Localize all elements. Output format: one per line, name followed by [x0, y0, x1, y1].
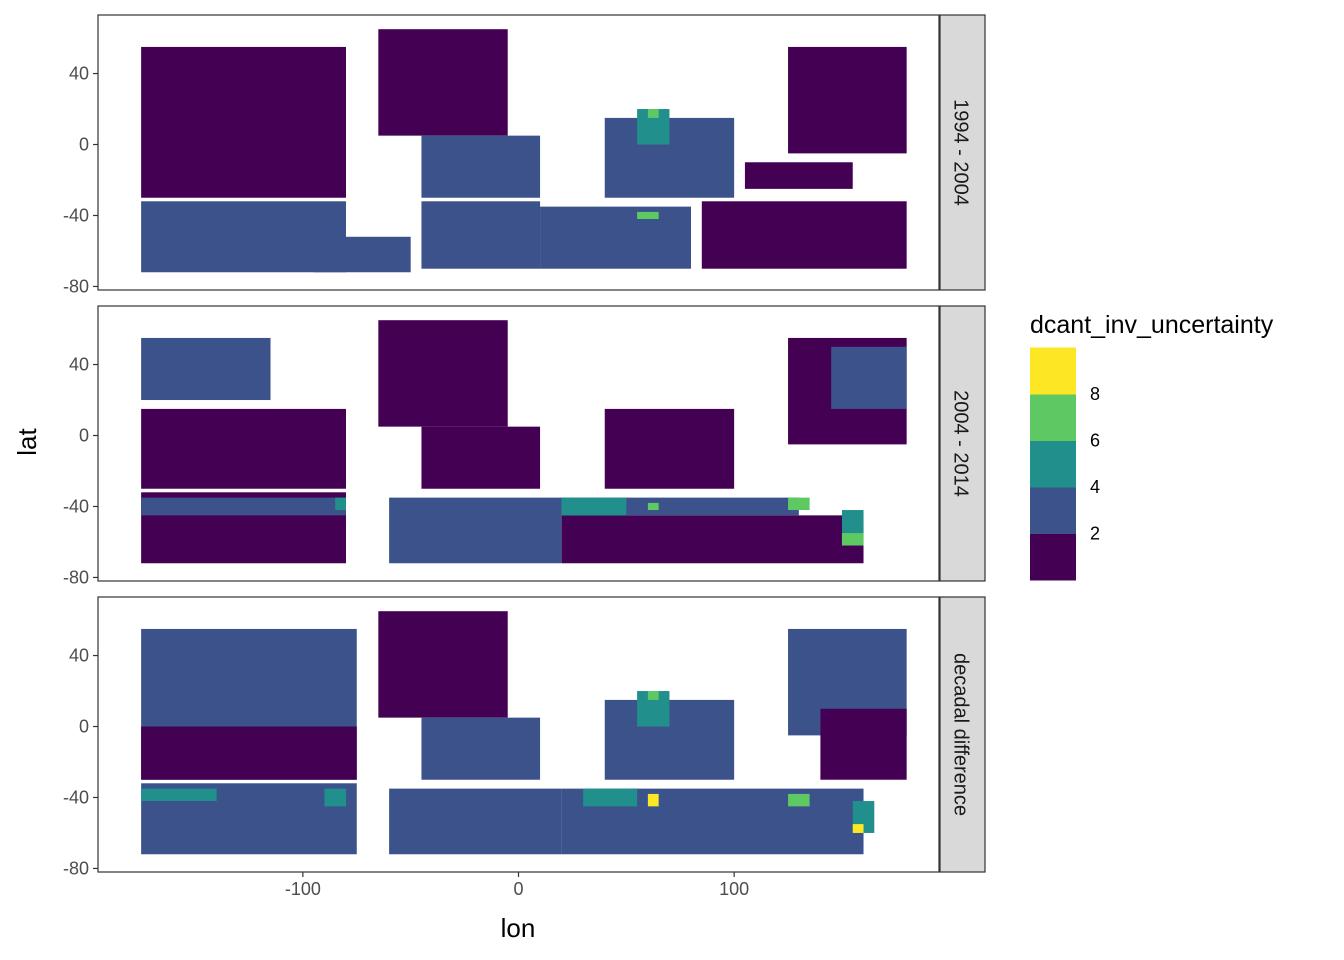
heatmap-cell [378, 611, 508, 718]
y-tick-label: 0 [79, 135, 89, 155]
heatmap-cell [647, 793, 659, 807]
y-tick-label: 40 [69, 646, 89, 666]
heatmap-cell [647, 109, 659, 118]
y-tick-label: 0 [79, 426, 89, 446]
y-tick-label: -80 [63, 858, 89, 878]
legend-title: dcant_inv_uncertainty [1030, 311, 1274, 339]
heatmap-cell [561, 515, 864, 564]
facet-strip [939, 305, 986, 582]
heatmap-cell [540, 206, 692, 269]
facet-panel: decadal difference -80 -40 0 40 [63, 596, 986, 878]
y-tick-label: -80 [63, 276, 89, 296]
heatmap-cell [141, 337, 271, 401]
heatmap-cell [313, 236, 411, 273]
heatmap-cell [647, 691, 659, 700]
heatmap-cells [141, 320, 907, 564]
heatmap-cell [324, 788, 346, 807]
x-tick-label: 0 [513, 879, 523, 899]
heatmap-cell [421, 717, 541, 780]
legend-key [1030, 394, 1076, 441]
heatmap-cell [141, 788, 217, 802]
panel-border [97, 14, 940, 291]
legend-key [1030, 487, 1076, 534]
heatmap-cell [820, 708, 907, 780]
heatmap-cell [378, 29, 508, 136]
facet-panels: 1994 - 2004 -80 -40 0 40 2004 - 2014 -80 -40 0 40… [63, 14, 986, 878]
legend: dcant_inv_uncertainty 2 4 6 8 [1030, 311, 1274, 581]
heatmap-cell [604, 117, 735, 198]
heatmap-cell [744, 162, 853, 189]
heatmap-cell [141, 46, 346, 198]
facet-strip [939, 14, 986, 291]
y-tick-label: 40 [69, 64, 89, 84]
heatmap-cell [141, 497, 346, 516]
legend-keys: 2 4 6 8 [1030, 347, 1100, 581]
heatmap-cell [421, 426, 541, 489]
y-tick-label: -80 [63, 567, 89, 587]
heatmap-cell [141, 201, 346, 273]
heatmap-cell [421, 201, 541, 269]
y-tick-label: -40 [63, 787, 89, 807]
heatmap-cells [141, 611, 907, 855]
facet-strip-label: 2004 - 2014 [950, 390, 972, 497]
y-tick-label: 40 [69, 355, 89, 375]
x-tick-label: 100 [719, 879, 749, 899]
heatmap-cell [788, 46, 907, 154]
heatmap-cell [583, 788, 638, 807]
facet-strip-label: decadal difference [950, 653, 972, 816]
x-axis: -100 0 100 [285, 872, 749, 899]
y-tick-label: -40 [63, 496, 89, 516]
heatmap-cell [841, 533, 864, 546]
heatmap-cells [141, 29, 907, 273]
heatmap-cell [647, 502, 659, 511]
heatmap-cell [788, 497, 810, 511]
legend-key [1030, 347, 1076, 395]
legend-break-label: 8 [1090, 384, 1100, 404]
heatmap-cell [604, 408, 735, 489]
heatmap-cell [701, 201, 907, 269]
heatmap-cell [378, 320, 508, 427]
heatmap-cell [389, 788, 562, 855]
heatmap-cell [852, 824, 864, 833]
facet-panel: 2004 - 2014 -80 -40 0 40 [63, 305, 986, 587]
heatmap-cell [788, 793, 810, 807]
legend-key [1030, 440, 1076, 488]
legend-key [1030, 533, 1076, 581]
heatmap-cell [604, 699, 735, 780]
y-tick-label: 0 [79, 717, 89, 737]
facet-panel: 1994 - 2004 -80 -40 0 40 [63, 14, 986, 296]
facet-strip [939, 596, 986, 873]
heatmap-cell [831, 346, 907, 409]
heatmap-cell [141, 408, 346, 489]
heatmap-cell [637, 211, 659, 220]
x-axis-title: lon [501, 913, 536, 943]
heatmap-cell [389, 497, 562, 564]
legend-break-label: 6 [1090, 431, 1100, 451]
x-tick-label: -100 [285, 879, 321, 899]
heatmap-cell [561, 497, 627, 516]
y-tick-label: -40 [63, 205, 89, 225]
heatmap-cell [421, 135, 541, 198]
legend-break-label: 2 [1090, 524, 1100, 544]
facet-strip-label: 1994 - 2004 [950, 99, 972, 206]
y-axis-title: lat [12, 427, 42, 455]
legend-break-label: 4 [1090, 477, 1100, 497]
heatmap-cell [335, 497, 346, 511]
panel-border [97, 305, 940, 582]
heatmap-cell [141, 726, 357, 780]
